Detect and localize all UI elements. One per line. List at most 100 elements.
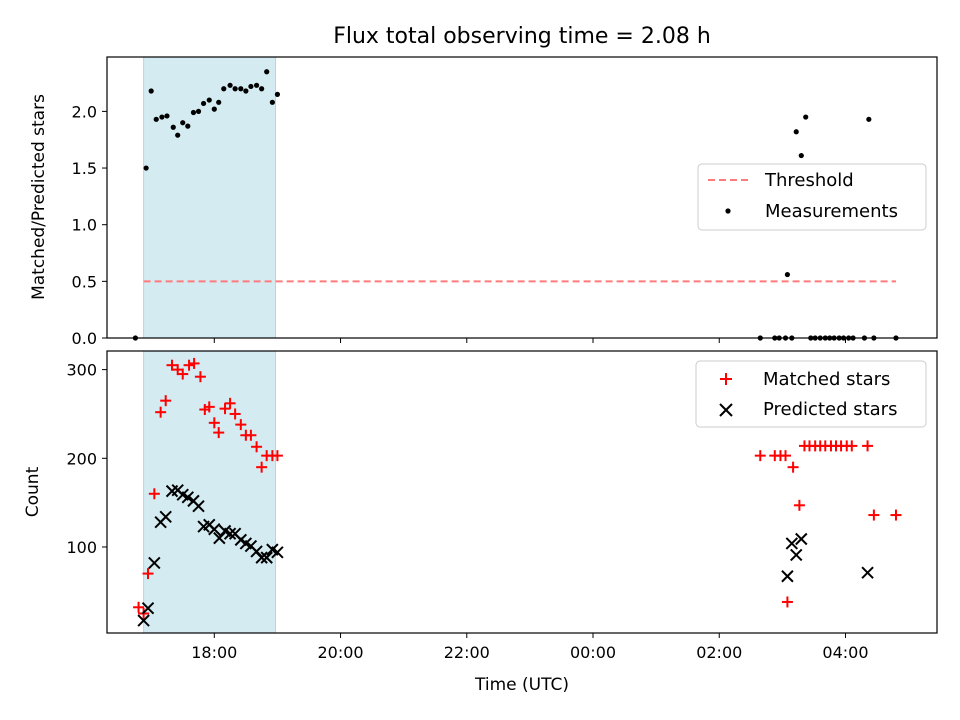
top-shaded-span xyxy=(143,56,277,339)
matched-star-point xyxy=(188,357,200,369)
top-plot-area xyxy=(132,56,899,341)
measurement-point xyxy=(211,106,217,112)
top-legend: Threshold Measurements xyxy=(697,163,927,231)
top-panel: Matched/Predicted stars Threshold Measur… xyxy=(29,56,938,348)
predicted-star-diag-b xyxy=(148,556,161,570)
top-y-tick-label: 1.5 xyxy=(72,159,97,178)
matched-star-point xyxy=(203,401,215,413)
bottom-plot-area xyxy=(133,350,902,634)
measurement-point xyxy=(248,83,254,90)
measurement-point xyxy=(170,124,176,130)
predicted-star-point xyxy=(795,532,808,546)
bottom-shaded-span xyxy=(143,350,277,634)
top-ylabel: Matched/Predicted stars xyxy=(29,94,49,300)
predicted-star-diag-b xyxy=(861,566,874,579)
matched-star-point xyxy=(148,488,160,500)
predicted-star-diag-b xyxy=(260,551,273,564)
matched-star-point xyxy=(862,440,874,452)
measurement-point xyxy=(274,91,281,97)
predicted-star-point xyxy=(785,537,799,550)
predicted-star-diag-b xyxy=(181,491,194,504)
measurement-point xyxy=(238,86,244,92)
x-tick-label: 00:00 xyxy=(570,643,616,662)
top-y-tick-label: 0.0 xyxy=(72,329,97,348)
matched-star-point xyxy=(219,403,231,415)
matched-star-point xyxy=(155,406,167,418)
predicted-star-point xyxy=(790,548,803,562)
predicted-star-point xyxy=(148,556,161,570)
measurement-point xyxy=(253,82,260,88)
legend-predicted-marker xyxy=(719,403,733,417)
x-tick-label: 22:00 xyxy=(444,643,490,662)
measurement-point xyxy=(143,165,149,171)
predicted-star-point xyxy=(141,601,155,615)
measurement-point xyxy=(185,123,191,129)
predicted-star-diag-b xyxy=(781,570,794,583)
measurement-point xyxy=(159,114,165,120)
measurement-point xyxy=(243,88,249,94)
top-axes-frame xyxy=(106,56,938,339)
predicted-star-diag-b xyxy=(266,543,279,556)
predicted-star-point xyxy=(223,527,237,540)
measurement-point xyxy=(195,108,202,114)
matched-star-point xyxy=(846,440,858,452)
matched-star-point xyxy=(235,419,247,431)
predicted-star-diag-b xyxy=(250,545,263,558)
measurement-point xyxy=(798,152,804,159)
predicted-star-diag-b xyxy=(218,524,232,538)
measurement-point xyxy=(232,86,238,92)
legend-measurements-marker xyxy=(725,208,731,214)
bottom-axes-frame xyxy=(106,350,938,634)
predicted-star-point xyxy=(159,510,172,524)
predicted-star-diag-b xyxy=(271,546,284,559)
matched-star-point xyxy=(245,429,257,441)
x-axis-label: Time (UTC) xyxy=(474,675,569,695)
top-y-tick-label: 0.5 xyxy=(72,272,97,291)
measurement-point xyxy=(866,116,872,122)
top-y-tick-label: 2.0 xyxy=(72,102,97,121)
legend-matched-marker xyxy=(720,373,732,385)
measurement-point xyxy=(269,99,275,105)
predicted-star-diag-b xyxy=(141,601,155,615)
measurement-point xyxy=(206,97,212,103)
x-tick-label: 18:00 xyxy=(191,643,237,662)
legend-predicted-label: Predicted stars xyxy=(763,399,897,420)
matched-star-point xyxy=(781,596,793,608)
measurement-point xyxy=(221,86,227,92)
top-y-tick-label: 1.0 xyxy=(72,216,97,235)
predicted-star-point xyxy=(271,546,284,559)
measurement-point xyxy=(259,86,265,92)
predicted-star-point xyxy=(208,523,221,536)
bottom-panel: Count Time (UTC) Matched stars Predicted… xyxy=(23,350,938,695)
predicted-star-point xyxy=(255,551,268,564)
measurement-point xyxy=(148,88,154,94)
predicted-star-diag-b xyxy=(239,537,253,550)
matched-star-point xyxy=(213,427,225,439)
matched-star-point xyxy=(133,601,145,613)
measurement-point xyxy=(180,120,186,126)
top-legend-box xyxy=(697,163,927,231)
measurement-point xyxy=(153,116,159,122)
bottom-y-tick-label: 100 xyxy=(66,538,97,557)
measurement-point xyxy=(200,100,207,107)
matched-star-point xyxy=(166,359,178,371)
predicted-star-point xyxy=(861,566,874,579)
measurement-point xyxy=(164,113,170,119)
matched-star-point xyxy=(194,371,206,383)
bottom-y-tick-label: 300 xyxy=(66,361,97,380)
predicted-star-point xyxy=(137,614,150,627)
predicted-star-diag-b xyxy=(192,499,205,513)
matched-star-point xyxy=(787,461,799,473)
matched-star-point xyxy=(160,395,172,407)
measurement-point xyxy=(190,109,197,116)
x-tick-label: 20:00 xyxy=(317,643,363,662)
predicted-star-diag-b xyxy=(795,532,808,546)
predicted-star-point xyxy=(192,499,205,513)
measurement-point xyxy=(227,82,233,88)
matched-star-point xyxy=(890,509,902,521)
chart-title: Flux total observing time = 2.08 h xyxy=(333,24,711,49)
measurement-point xyxy=(216,99,222,105)
predicted-star-diag-b xyxy=(790,548,803,562)
predicted-star-diag-b xyxy=(228,527,242,540)
